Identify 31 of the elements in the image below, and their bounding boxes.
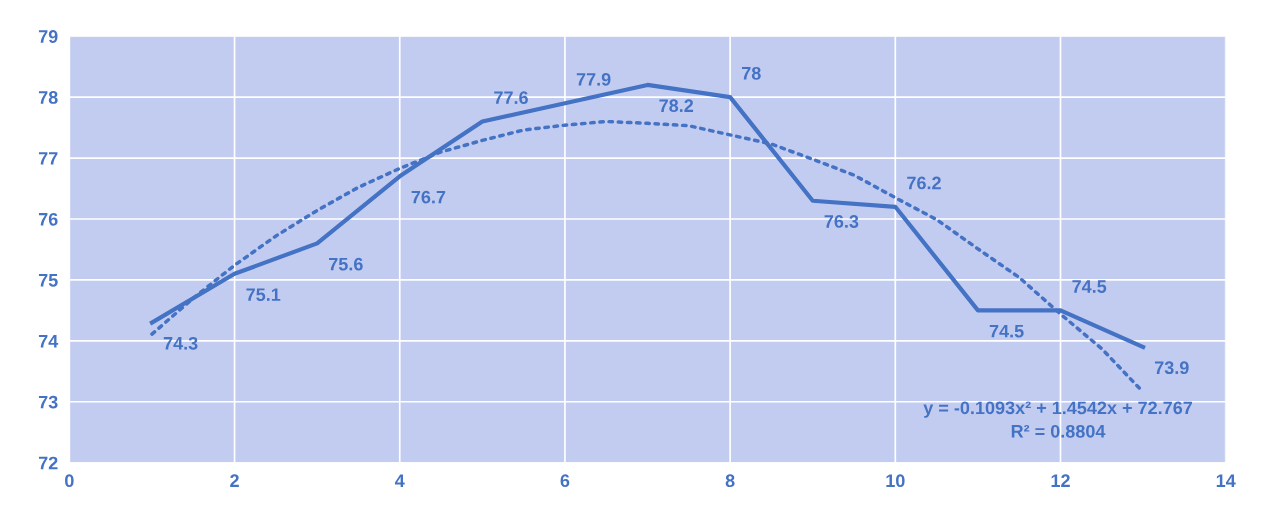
y-tick-label: 77 xyxy=(38,152,58,165)
y-tick-label: 78 xyxy=(38,91,58,104)
y-tick-label: 73 xyxy=(38,395,58,409)
data-label: 75.6 xyxy=(329,257,363,271)
annotation: R² = 0.8804 xyxy=(1011,424,1106,438)
data-label: 78.2 xyxy=(659,99,694,113)
data-label: 74.3 xyxy=(163,336,198,350)
x-tick-label: 0 xyxy=(65,474,74,488)
x-tick-label: 8 xyxy=(725,474,735,488)
data-label: 76.3 xyxy=(824,215,859,228)
data-label: 77.9 xyxy=(576,72,611,86)
x-tick-label: 2 xyxy=(230,474,239,487)
x-tick-label: 6 xyxy=(560,474,570,488)
y-tick-label: 76 xyxy=(38,212,58,226)
data-label: 75.1 xyxy=(246,288,281,301)
data-label: 76.7 xyxy=(411,190,446,204)
data-label: 76.2 xyxy=(907,176,941,190)
x-tick-label: 10 xyxy=(886,474,905,488)
data-label: 77.6 xyxy=(494,91,528,105)
x-tick-label: 14 xyxy=(1216,474,1236,487)
x-tick-label: 4 xyxy=(394,474,405,487)
data-label: 74.5 xyxy=(989,324,1024,338)
y-tick-label: 79 xyxy=(38,30,58,43)
data-label: 78 xyxy=(742,66,761,80)
y-tick-label: 74 xyxy=(38,334,59,348)
annotation: y = -0.1093x² + 1.4542x + 72.767 xyxy=(923,401,1193,418)
data-label: 73.9 xyxy=(1154,361,1189,375)
y-tick-label: 72 xyxy=(38,456,58,470)
data-label: 74.5 xyxy=(1072,280,1107,293)
x-tick-label: 12 xyxy=(1051,474,1070,487)
y-tick-label: 75 xyxy=(38,274,58,287)
